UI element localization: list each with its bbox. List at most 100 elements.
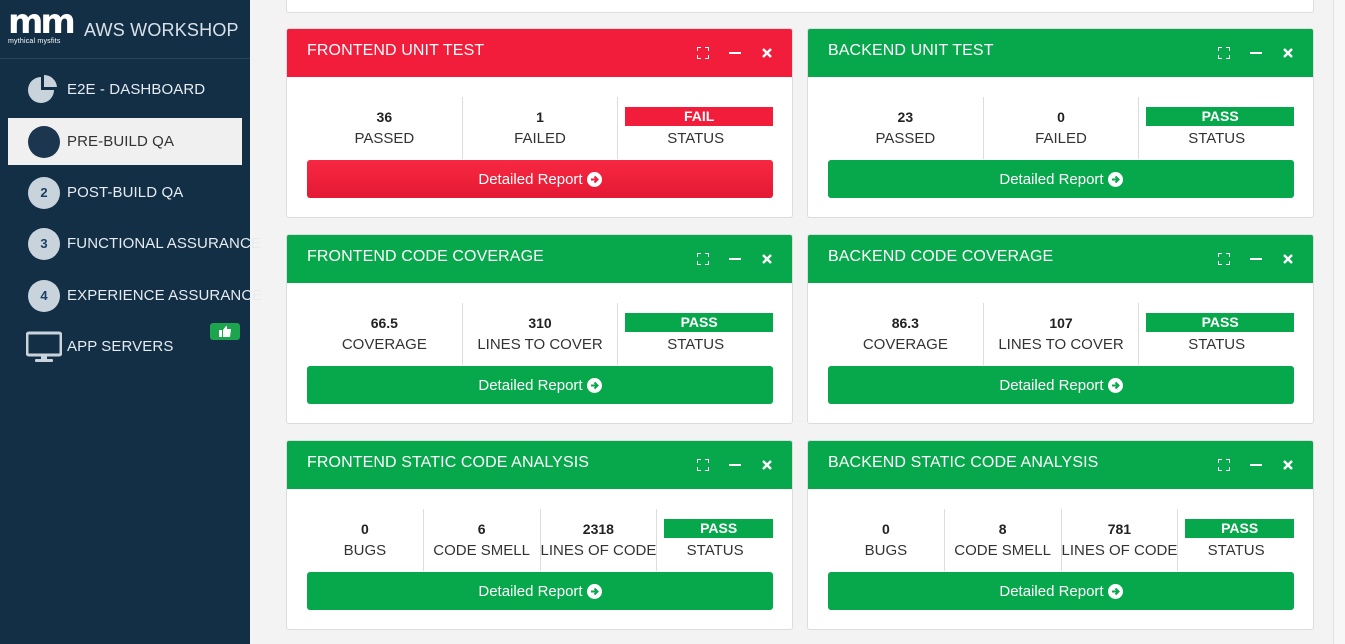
- arrow-right-icon: [1107, 171, 1123, 187]
- close-icon[interactable]: [1281, 458, 1295, 472]
- stat-value: 66.5: [370, 315, 398, 331]
- detailed-report-button[interactable]: Detailed Report: [828, 366, 1294, 404]
- panel-title: BACKEND UNIT TEST: [828, 42, 994, 59]
- minimize-icon[interactable]: [1249, 252, 1263, 266]
- expand-icon[interactable]: [696, 458, 710, 472]
- detailed-report-button[interactable]: Detailed Report: [828, 160, 1294, 198]
- close-icon[interactable]: [760, 252, 774, 266]
- stat-value: 107: [1049, 315, 1073, 331]
- sidebar-item-label: POST-BUILD QA: [67, 184, 184, 201]
- close-icon[interactable]: [760, 46, 774, 60]
- panel-title: FRONTEND CODE COVERAGE: [307, 248, 544, 265]
- stat-status: PASS STATUS: [1139, 97, 1295, 159]
- status-badge: PASS: [1146, 107, 1295, 126]
- panel-backend-static-code-analysis: BACKEND STATIC CODE ANALYSIS 0 BUGS 8 CO…: [807, 440, 1314, 630]
- panel-header: FRONTEND CODE COVERAGE: [287, 235, 792, 283]
- sidebar-item-post-build-qa[interactable]: 2 POST-BUILD QA: [8, 169, 242, 216]
- stat-status: FAIL STATUS: [618, 97, 774, 159]
- previous-card-edge: [286, 0, 1314, 13]
- stat-value: 8: [998, 521, 1007, 537]
- button-label: Detailed Report: [478, 582, 583, 600]
- expand-icon[interactable]: [1217, 46, 1231, 60]
- step-number-badge: 1: [28, 125, 60, 158]
- minimize-icon[interactable]: [728, 458, 742, 472]
- status-badge: PASS: [625, 313, 774, 332]
- sidebar-item-pre-build-qa[interactable]: 1 PRE-BUILD QA: [8, 118, 242, 165]
- stat-label: COVERAGE: [862, 336, 948, 353]
- stat-status: PASS STATUS: [1139, 303, 1295, 365]
- close-icon[interactable]: [1281, 46, 1295, 60]
- stat-label: BUGS: [343, 542, 387, 559]
- stat-label: STATUS: [667, 130, 725, 147]
- pie-chart-icon: [28, 74, 57, 103]
- stat-passed: 23 PASSED: [828, 97, 984, 159]
- panel-header: FRONTEND STATIC CODE ANALYSIS: [287, 441, 792, 489]
- expand-icon[interactable]: [1217, 252, 1231, 266]
- stat-value: 86.3: [891, 315, 919, 331]
- stats-row: 0 BUGS 8 CODE SMELL 781 LINES OF CODE PA…: [828, 509, 1294, 571]
- sidebar-item-label: E2E - DASHBOARD: [67, 81, 206, 98]
- stat-bugs: 0 BUGS: [307, 509, 424, 571]
- sidebar-item-label: APP SERVERS: [67, 338, 174, 355]
- stat-value: 1: [536, 109, 544, 125]
- stat-failed: 0 FAILED: [984, 97, 1140, 159]
- sidebar-item-experience-assurance[interactable]: 4 EXPERIENCE ASSURANCE: [8, 272, 262, 319]
- stat-value: 36: [376, 109, 393, 125]
- sidebar-item-e2e-dashboard[interactable]: E2E - DASHBOARD: [8, 66, 242, 113]
- sidebar-item-app-servers[interactable]: APP SERVERS: [8, 323, 242, 370]
- stat-status: PASS STATUS: [657, 509, 773, 571]
- stats-row: 0 BUGS 6 CODE SMELL 2318 LINES OF CODE P…: [307, 509, 773, 571]
- monitor-icon: [26, 331, 62, 362]
- detailed-report-button[interactable]: Detailed Report: [307, 160, 773, 198]
- panel-tools: [696, 46, 774, 60]
- stat-label: LINES OF CODE: [540, 542, 657, 559]
- stat-label: CODE SMELL: [433, 542, 530, 559]
- stat-label: STATUS: [667, 336, 725, 353]
- stat-value: 781: [1107, 521, 1132, 537]
- status-badge: [210, 323, 240, 340]
- status-badge: PASS: [1146, 313, 1295, 332]
- arrow-right-icon: [586, 377, 602, 393]
- detailed-report-button[interactable]: Detailed Report: [307, 366, 773, 404]
- close-icon[interactable]: [760, 458, 774, 472]
- stat-lines-to-cover: 107 LINES TO COVER: [984, 303, 1140, 365]
- logo[interactable]: mm mythical mysfits: [8, 2, 80, 50]
- sidebar-item-label: PRE-BUILD QA: [67, 133, 175, 150]
- panel-frontend-unit-test: FRONTEND UNIT TEST 36 PASSED 1 FAILED FA…: [286, 28, 793, 218]
- brand-header: mm mythical mysfits AWS WORKSHOP: [0, 0, 250, 59]
- stat-label: STATUS: [1188, 130, 1246, 147]
- status-badge: FAIL: [625, 107, 774, 126]
- stat-bugs: 0 BUGS: [828, 509, 945, 571]
- thumbs-up-icon: [219, 326, 231, 337]
- status-badge: PASS: [1185, 519, 1294, 538]
- detailed-report-button[interactable]: Detailed Report: [828, 572, 1294, 610]
- expand-icon[interactable]: [696, 46, 710, 60]
- close-icon[interactable]: [1281, 252, 1295, 266]
- expand-icon[interactable]: [696, 252, 710, 266]
- minimize-icon[interactable]: [1249, 46, 1263, 60]
- expand-icon[interactable]: [1217, 458, 1231, 472]
- stat-label: PASSED: [875, 130, 936, 147]
- minimize-icon[interactable]: [728, 46, 742, 60]
- stat-lines-to-cover: 310 LINES TO COVER: [463, 303, 619, 365]
- stat-label: FAILED: [514, 130, 566, 147]
- stat-code-smell: 8 CODE SMELL: [945, 509, 1062, 571]
- stat-value: 23: [897, 109, 914, 125]
- button-label: Detailed Report: [999, 582, 1104, 600]
- minimize-icon[interactable]: [1249, 458, 1263, 472]
- sidebar-item-functional-assurance[interactable]: 3 FUNCTIONAL ASSURANCE: [8, 220, 261, 267]
- scrollbar[interactable]: [1333, 0, 1345, 644]
- panel-title: BACKEND CODE COVERAGE: [828, 248, 1054, 265]
- minimize-icon[interactable]: [728, 252, 742, 266]
- logo-subtitle: mythical mysfits: [8, 38, 61, 45]
- arrow-right-icon: [586, 583, 602, 599]
- app-title: AWS WORKSHOP: [84, 20, 239, 40]
- stat-coverage: 86.3 COVERAGE: [828, 303, 984, 365]
- detailed-report-button[interactable]: Detailed Report: [307, 572, 773, 610]
- stat-label: FAILED: [1035, 130, 1087, 147]
- panel-header: BACKEND CODE COVERAGE: [808, 235, 1313, 283]
- stat-label: LINES TO COVER: [477, 336, 603, 353]
- stat-label: LINES OF CODE: [1061, 542, 1178, 559]
- stat-value: 0: [881, 521, 890, 537]
- stat-value: 0: [360, 521, 369, 537]
